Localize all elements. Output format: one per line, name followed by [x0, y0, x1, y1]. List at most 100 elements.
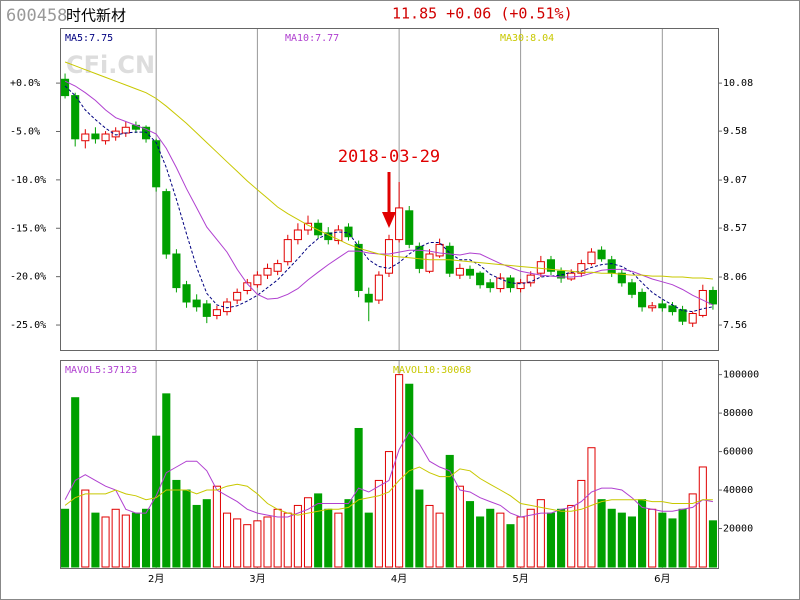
- candle-body: [617, 272, 626, 284]
- candle-body: [526, 274, 535, 284]
- annotation-arrowhead: [382, 212, 396, 228]
- volume-bar: [587, 447, 596, 568]
- candle-body: [142, 126, 151, 140]
- volume-bar: [303, 497, 313, 568]
- volume-bar: [121, 514, 130, 568]
- y2-tick-label: -20.0%: [10, 272, 46, 283]
- candle-body: [101, 133, 110, 142]
- volume-bar: [354, 427, 363, 568]
- candle-body: [607, 259, 616, 274]
- volume-bar: [202, 499, 211, 568]
- ma-line: [64, 466, 713, 516]
- watermark: CFi.CN: [66, 51, 155, 79]
- x-tick-label: 6月: [654, 573, 670, 585]
- y2-tick-label: -10.0%: [10, 175, 46, 186]
- volume-bar: [546, 512, 556, 568]
- candle-body: [91, 133, 100, 140]
- candle-body: [435, 243, 444, 257]
- y-tick-label: 80000: [723, 408, 753, 419]
- candle-body: [354, 243, 363, 291]
- candle-body: [688, 313, 697, 324]
- volume-bar: [101, 516, 110, 568]
- candle-body: [567, 272, 576, 280]
- volume-bar: [233, 518, 242, 568]
- y-tick-label: 10.08: [723, 78, 753, 89]
- candle-body: [536, 261, 545, 274]
- x-tick-label: 4月: [391, 573, 407, 585]
- volume-bar: [71, 397, 80, 568]
- volume-bar: [152, 435, 161, 568]
- volume-bar: [415, 489, 424, 568]
- candle-body: [638, 291, 647, 308]
- legend-entry: MA10:7.77: [285, 33, 339, 44]
- ma-line: [64, 85, 713, 313]
- y2-tick-label: -15.0%: [10, 223, 46, 234]
- candle-body: [182, 284, 191, 303]
- candle-body: [698, 289, 707, 316]
- y-tick-label: 20000: [723, 524, 753, 535]
- volume-bar: [627, 516, 636, 568]
- candle-body: [658, 303, 667, 309]
- volume-bar: [162, 393, 171, 568]
- volume-bar: [496, 512, 505, 568]
- legend-entry: MAVOL10:30068: [393, 365, 471, 376]
- candle-body: [587, 251, 596, 265]
- candle-body: [405, 210, 414, 245]
- y-tick-label: 8.57: [723, 223, 747, 234]
- candle-body: [111, 130, 120, 138]
- candle-body: [465, 268, 475, 276]
- candle-body: [496, 277, 505, 290]
- volume-bar: [668, 518, 677, 568]
- volume-bar: [212, 485, 221, 568]
- volume-bar: [314, 493, 323, 568]
- volume-bar: [293, 504, 302, 568]
- y-tick-label: 40000: [723, 485, 753, 496]
- volume-bar: [344, 499, 353, 568]
- candle-body: [202, 303, 211, 317]
- candle-body: [678, 309, 687, 322]
- y-tick-label: 9.07: [723, 175, 747, 186]
- volume-bar: [617, 512, 626, 568]
- volume-bar: [111, 508, 120, 568]
- volume-bar: [476, 516, 485, 568]
- volume-bar: [455, 485, 464, 568]
- candle-body: [233, 291, 242, 301]
- ma-line: [64, 61, 713, 280]
- stock-code: 600458: [6, 6, 67, 26]
- candle-body: [476, 272, 485, 286]
- volume-bar: [222, 512, 232, 568]
- volume-bar: [192, 504, 201, 568]
- candle-body: [425, 253, 434, 272]
- volume-bar: [263, 516, 272, 568]
- volume-bar: [61, 508, 70, 568]
- candle-body: [334, 229, 343, 242]
- quote: 11.85 +0.06 (+0.51%): [392, 5, 573, 23]
- volume-bar: [698, 466, 707, 568]
- y-tick-label: 7.56: [723, 320, 747, 331]
- candle-body: [364, 293, 373, 303]
- volume-bar: [182, 489, 191, 568]
- volume-bar: [131, 512, 140, 568]
- y-tick-label: 8.06: [723, 272, 747, 283]
- candle-body: [374, 274, 383, 301]
- y-tick-label: 100000: [723, 370, 759, 381]
- volume-bar: [425, 504, 434, 568]
- ma-line: [64, 431, 713, 518]
- legend-entry: MA5:7.75: [65, 33, 113, 44]
- volume-bar: [607, 508, 616, 568]
- volume-bar: [557, 508, 566, 568]
- candle-body: [81, 133, 90, 142]
- volume-bar: [465, 501, 475, 568]
- volume-bar: [638, 499, 647, 568]
- candle-body: [293, 229, 302, 241]
- volume-bar: [577, 479, 586, 568]
- y-tick-label: 9.58: [723, 126, 747, 137]
- volume-bar: [273, 508, 282, 568]
- volume-bar: [324, 508, 333, 568]
- volume-bar: [567, 504, 576, 568]
- volume-bar: [253, 520, 262, 568]
- y2-tick-label: +0.0%: [10, 78, 40, 89]
- candle-body: [162, 191, 171, 255]
- candle-body: [557, 270, 566, 279]
- x-tick-label: 2月: [148, 573, 164, 585]
